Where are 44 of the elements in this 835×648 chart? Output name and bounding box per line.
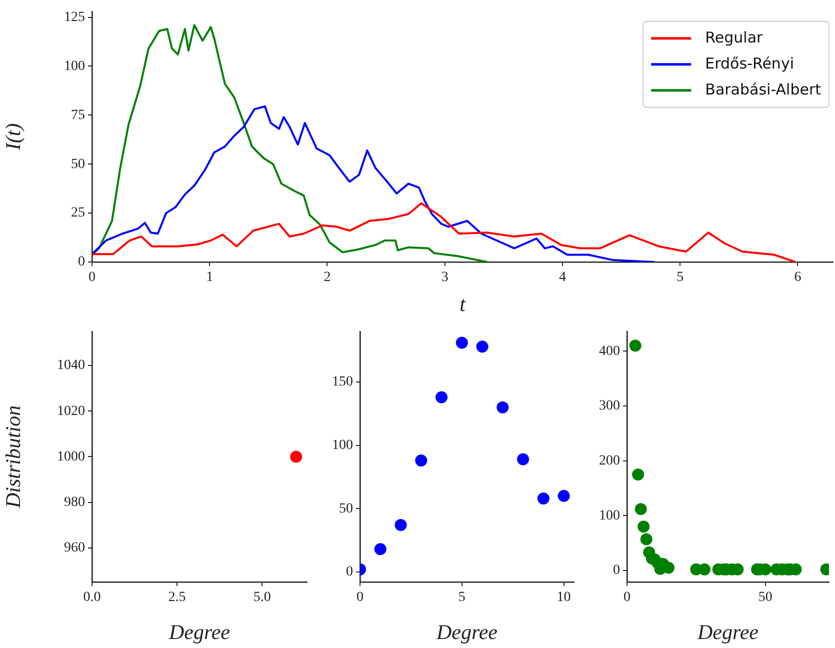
x-tick-label: 5.0 (253, 590, 271, 606)
y-tick-label: 25 (71, 206, 85, 221)
y-tick-label: 1040 (57, 358, 85, 374)
y-tick-label: 0 (613, 563, 620, 578)
y-tick-label: 100 (332, 438, 353, 453)
x-tick-label: 3 (441, 270, 448, 286)
y-tick-label: 960 (64, 540, 85, 556)
legend-label: Erdős-Rényi (705, 54, 794, 72)
legend-label: Regular (705, 28, 764, 46)
y-tick-label: 75 (71, 108, 85, 123)
y-tick-label: 0 (346, 564, 353, 580)
y-tick-label: 1000 (57, 449, 85, 464)
x-axis-title: Degree (168, 620, 230, 644)
x-axis-title: Degree (696, 620, 759, 644)
y-tick-label: 100 (599, 508, 620, 524)
legend-label: Barabási-Albert (705, 80, 822, 98)
y-tick-label: 150 (332, 374, 353, 390)
y-tick-label: 0 (78, 254, 85, 270)
y-tick-label: 980 (64, 494, 85, 510)
x-tick-label: 0.0 (83, 590, 101, 606)
x-axis-title: t (460, 292, 467, 316)
y-tick-label: 125 (64, 10, 85, 25)
x-tick-label: 6 (794, 270, 802, 286)
x-tick-label: 10 (556, 590, 571, 606)
x-tick-label: 2 (324, 270, 331, 286)
x-tick-label: 0 (88, 270, 96, 286)
x-tick-label: 4 (558, 270, 566, 286)
y-tick-label: 50 (71, 156, 85, 172)
x-axis-title: Degree (435, 620, 498, 644)
y-tick-label: 50 (339, 501, 353, 516)
x-tick-label: 5 (458, 590, 466, 606)
x-tick-label: 0 (356, 590, 364, 606)
y-tick-label: 100 (64, 58, 85, 74)
x-tick-label: 2.5 (168, 590, 186, 606)
y-tick-label: 400 (599, 344, 620, 359)
y-tick-label: 1020 (57, 404, 85, 419)
y-axis-title: Distribution (1, 405, 26, 510)
x-tick-label: 0 (624, 590, 630, 606)
y-tick-label: 300 (599, 398, 620, 414)
y-tick-label: 200 (599, 453, 620, 468)
y-axis-title: I(t) (1, 123, 26, 152)
x-tick-label: 1 (206, 270, 214, 286)
x-tick-label: 5 (676, 270, 684, 286)
x-tick-label: 50 (758, 590, 772, 606)
